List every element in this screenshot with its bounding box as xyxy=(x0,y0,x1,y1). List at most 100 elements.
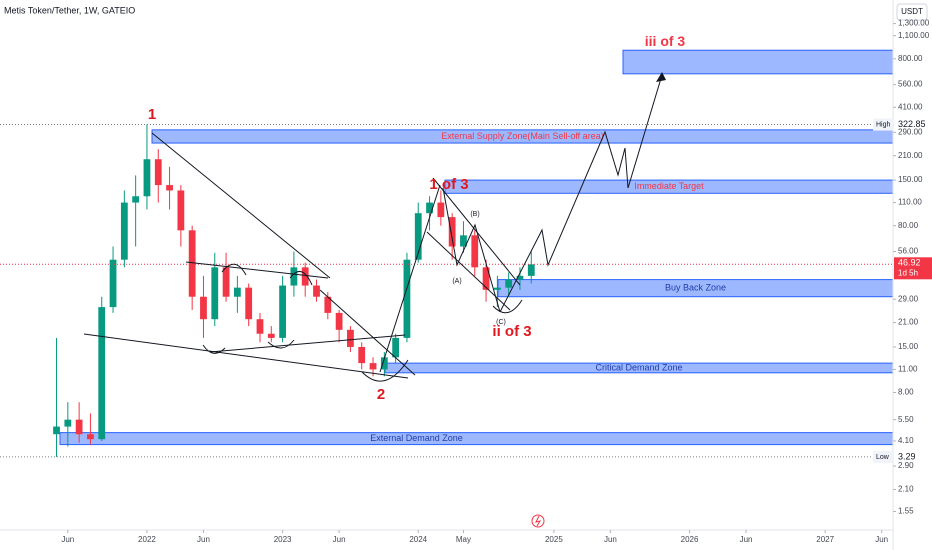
marker-price-box xyxy=(894,450,932,463)
wave-label: (C) xyxy=(496,319,506,326)
candle-body xyxy=(527,264,535,276)
candle-body xyxy=(505,279,513,288)
x-tick-label: Jun xyxy=(197,535,210,544)
y-tick-label: 110.00 xyxy=(898,198,922,207)
zone xyxy=(59,432,894,446)
x-tick-label: 2022 xyxy=(138,535,156,544)
x-tick-label: Jun xyxy=(740,535,753,544)
candle-body xyxy=(245,287,253,320)
candle-body xyxy=(98,307,106,440)
curve-arrow xyxy=(289,270,313,286)
candle-body xyxy=(233,287,241,297)
candle-body xyxy=(154,159,162,186)
x-tick-label: Jun xyxy=(333,535,346,544)
candle-body xyxy=(166,185,173,191)
candle-body xyxy=(222,267,230,297)
y-tick-label: 80.00 xyxy=(898,221,919,230)
trend-line xyxy=(209,334,406,353)
zone-label: iii of 3 xyxy=(645,33,686,49)
curve-arrow xyxy=(202,344,226,354)
x-tick-label: 2026 xyxy=(681,535,699,544)
y-tick-label: 29.00 xyxy=(898,294,919,303)
x-tick-label: 2024 xyxy=(409,535,427,544)
last-price: 46.92 xyxy=(898,258,921,268)
curve-arrow xyxy=(361,359,409,382)
wave-label: ii of 3 xyxy=(492,323,531,340)
candles xyxy=(0,124,893,457)
candle-body xyxy=(120,202,128,260)
x-tick-label: 2027 xyxy=(816,535,834,544)
marker-price: 322.85 xyxy=(898,119,926,129)
candle-body xyxy=(188,230,196,297)
y-tick-label: 800.00 xyxy=(898,54,923,63)
y-tick-label: 15.00 xyxy=(898,342,919,351)
candle-body xyxy=(313,285,320,297)
trend-line xyxy=(151,132,331,279)
currency: USDT xyxy=(901,7,923,16)
candle-body xyxy=(53,426,60,435)
candle-body xyxy=(380,357,388,370)
candle-body xyxy=(211,267,219,320)
zone-label: Buy Back Zone xyxy=(665,283,726,293)
zone-label: External Demand Zone xyxy=(370,433,463,443)
y-tick-label: 560.00 xyxy=(898,80,923,89)
candle-body xyxy=(267,333,275,338)
candle-body xyxy=(143,159,151,197)
candle-body xyxy=(426,202,433,214)
candle-body xyxy=(75,419,83,435)
candle-body xyxy=(290,267,298,286)
y-tick-label: 4.10 xyxy=(898,436,914,445)
last-price-box xyxy=(894,257,932,280)
curve-arrow xyxy=(221,263,247,276)
candle-body xyxy=(87,434,94,440)
event-icon[interactable] xyxy=(531,514,545,528)
y-tick-label: 150.00 xyxy=(898,175,923,184)
candle-body xyxy=(301,267,309,286)
candle-body xyxy=(132,196,140,203)
candle-body xyxy=(256,319,264,334)
projection-line xyxy=(499,74,663,313)
trend-line xyxy=(185,261,329,279)
marker-price-box xyxy=(894,118,932,131)
y-tick-label: 210.00 xyxy=(898,151,923,160)
marker-tag xyxy=(873,450,893,463)
zone-label: Critical Demand Zone xyxy=(595,362,682,372)
y-tick-label: 21.00 xyxy=(898,318,919,327)
wave-label: (A) xyxy=(452,278,461,285)
event-icon xyxy=(535,515,542,527)
candle-body xyxy=(414,213,422,260)
x-tick-label: Jun xyxy=(604,535,617,544)
zone-label: Immediate Target xyxy=(634,181,704,191)
wave-label: 2 xyxy=(377,386,385,403)
candle-body xyxy=(482,267,490,290)
candle-body xyxy=(347,329,354,347)
candle-body xyxy=(516,275,524,280)
marker-tag-label: High xyxy=(876,121,891,128)
wave-label: 1 of 3 xyxy=(429,176,468,193)
marker-tag xyxy=(873,118,893,131)
y-tick-label: 1,300.00 xyxy=(898,19,930,28)
arrow-head xyxy=(656,72,666,82)
x-tick-label: May xyxy=(456,535,471,544)
trend-line xyxy=(319,289,416,376)
y-tick-label: 2.90 xyxy=(898,461,914,470)
currency-box[interactable] xyxy=(896,3,928,21)
countdown: 1d 5h xyxy=(898,268,918,277)
candle-body xyxy=(403,259,411,338)
drawings: 1 2 1 of 3 ii of 3 (A) (B) (C) xyxy=(83,72,666,528)
curve-arrow xyxy=(492,299,523,314)
candle-body xyxy=(177,190,185,231)
chart-title: Metis Token/Tether, 1W, GATEIO xyxy=(4,5,135,15)
candle-body xyxy=(437,202,445,218)
wave-label: (B) xyxy=(470,211,479,218)
y-tick-label: 1,100.00 xyxy=(898,31,930,40)
y-tick-label: 5.50 xyxy=(898,415,914,424)
wave-label: 1 xyxy=(148,106,156,123)
x-tick-label: 2023 xyxy=(274,535,292,544)
y-tick-label: 11.00 xyxy=(898,365,918,374)
candle-body xyxy=(369,363,377,370)
y-tick-label: 410.00 xyxy=(898,102,923,111)
candle-body xyxy=(200,296,207,320)
